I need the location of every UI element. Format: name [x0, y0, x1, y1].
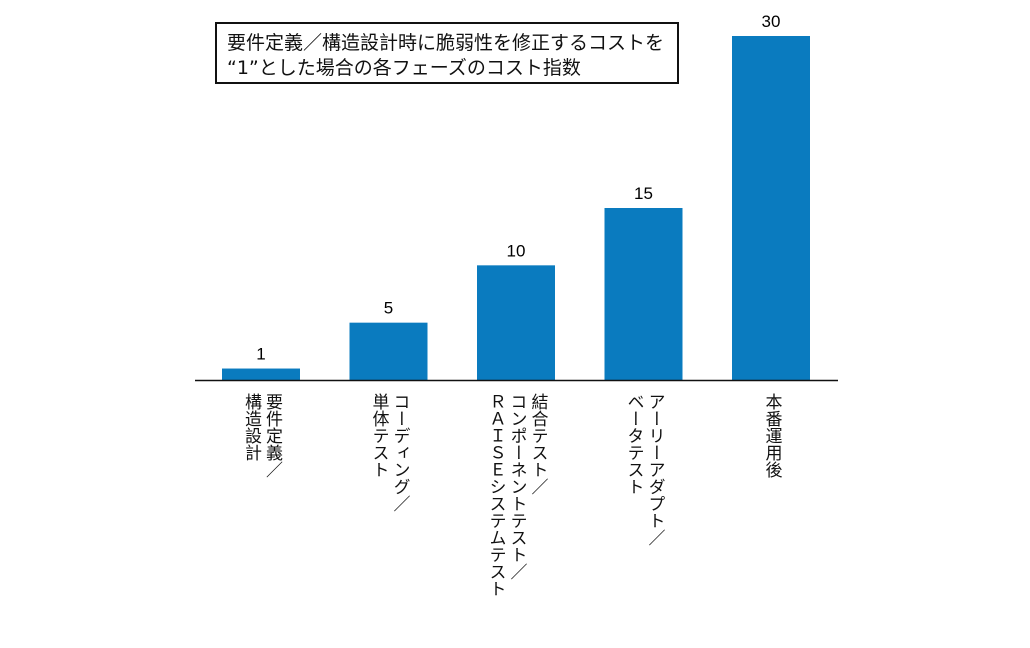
category-label-line: 本番運用後	[761, 393, 782, 478]
category-label-line: コーディング／	[389, 393, 410, 512]
category-label-line: ベータテスト	[623, 393, 644, 495]
bar	[349, 322, 428, 380]
chart-title-box: 要件定義／構造設計時に脆弱性を修正するコストを “1”とした場合の各フェーズのコ…	[215, 22, 679, 84]
bar	[732, 36, 810, 380]
category-label-line: 結合テスト／	[527, 393, 548, 495]
data-label: 1	[256, 345, 265, 364]
data-label: 5	[384, 299, 393, 318]
category-label: 本番運用後	[761, 393, 782, 478]
chart-title-line-2: “1”とした場合の各フェーズのコスト指数	[227, 57, 581, 79]
category-label: コーディング／ 単体テスト	[368, 393, 410, 512]
bar	[222, 368, 300, 380]
category-label-line: 単体テスト	[368, 393, 389, 478]
data-label: 10	[507, 241, 526, 260]
category-label: 要件定義／ 構造設計	[240, 393, 282, 478]
category-label: 結合テスト／ コンポーネントテスト／ ＲＡＩＳＥシステムテスト	[485, 393, 548, 597]
data-label: 15	[634, 184, 653, 203]
category-label-line: 構造設計	[241, 393, 261, 461]
bar	[604, 208, 683, 380]
data-label: 30	[762, 12, 781, 31]
category-label: アーリーアダプト／ ベータテスト	[623, 393, 665, 546]
category-label-line: コンポーネントテスト／	[506, 393, 527, 580]
category-label-line: アーリーアダプト／	[644, 393, 665, 546]
category-label-line: ＲＡＩＳＥシステムテスト	[485, 393, 506, 597]
chart-title-line-1: 要件定義／構造設計時に脆弱性を修正するコストを	[227, 32, 665, 54]
bar	[477, 265, 555, 380]
category-label-line: 要件定義／	[262, 393, 282, 478]
